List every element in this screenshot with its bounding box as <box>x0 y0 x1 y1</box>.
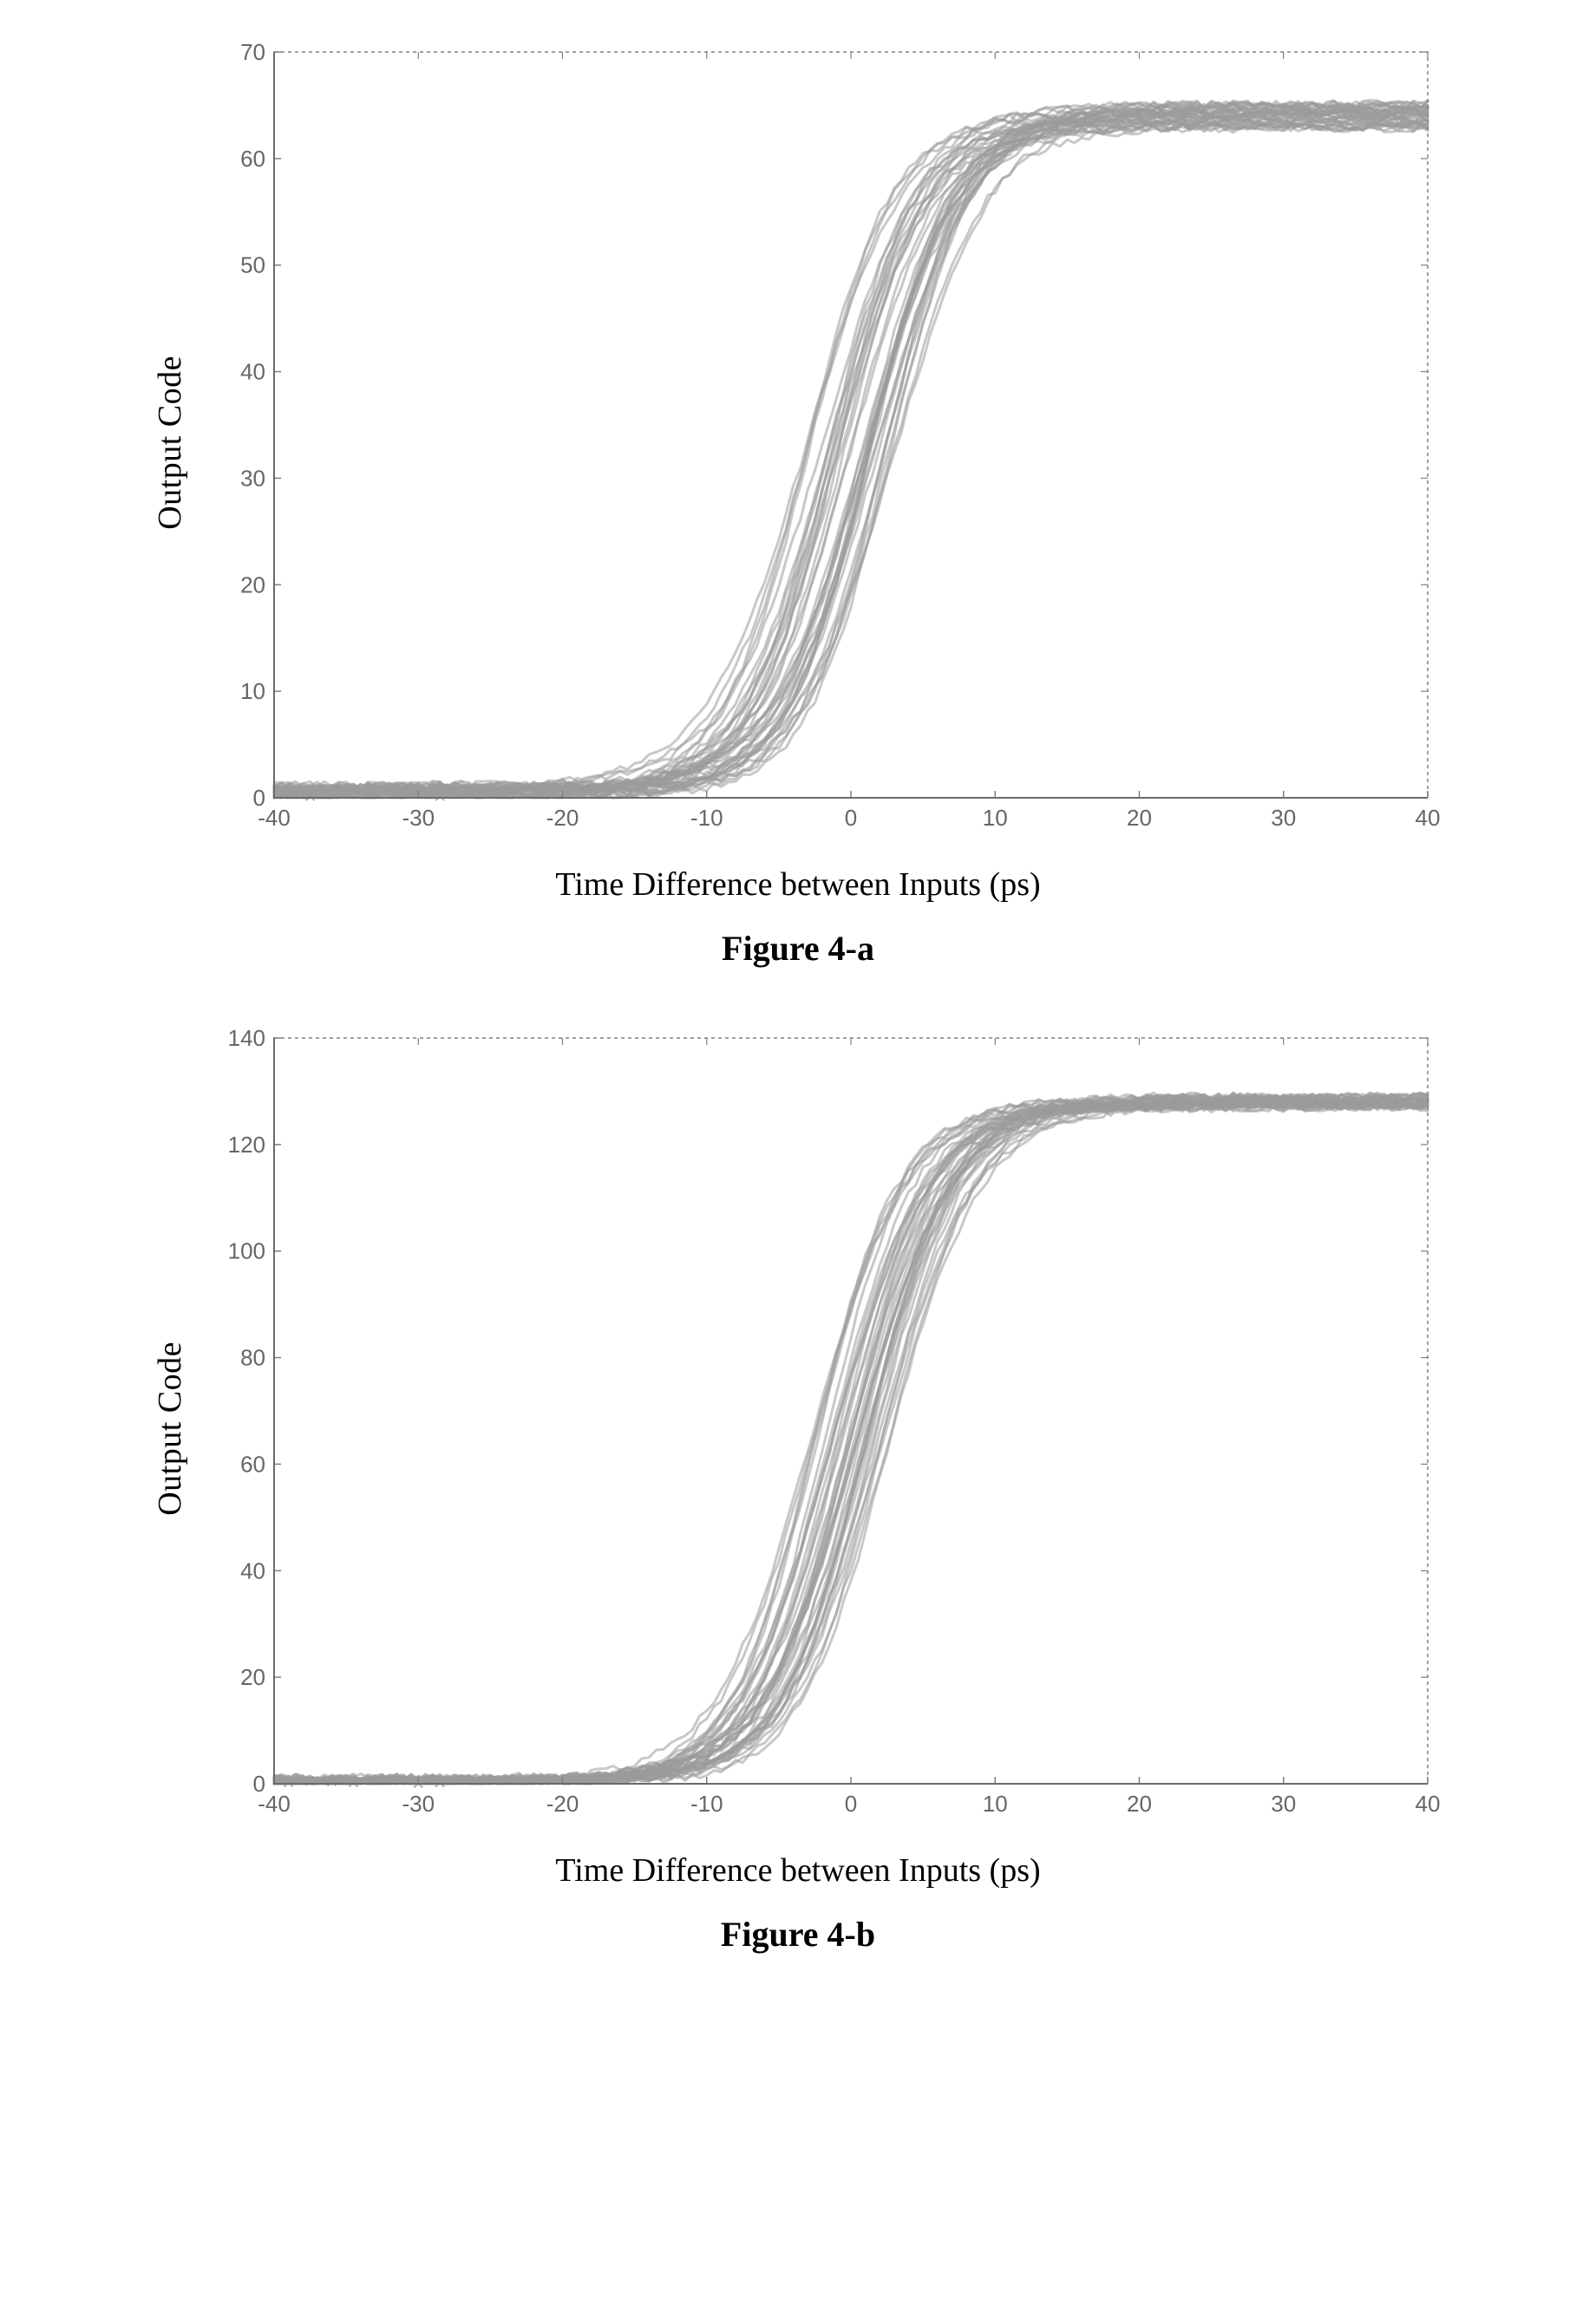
svg-text:-10: -10 <box>690 805 723 831</box>
panel-b: Output Code -40-30-20-100102030400204060… <box>52 1021 1544 1955</box>
panel-b-xlabel: Time Difference between Inputs (ps) <box>555 1851 1040 1890</box>
svg-text:30: 30 <box>1271 805 1296 831</box>
svg-text:20: 20 <box>240 1664 265 1690</box>
svg-text:10: 10 <box>983 1791 1008 1817</box>
svg-text:70: 70 <box>240 39 265 65</box>
svg-text:0: 0 <box>253 785 265 811</box>
curve <box>274 122 1428 792</box>
curve <box>274 124 1428 794</box>
curve <box>274 122 1428 798</box>
panel-a-xlabel: Time Difference between Inputs (ps) <box>555 865 1040 904</box>
svg-text:-20: -20 <box>546 805 579 831</box>
curve <box>274 118 1428 797</box>
svg-text:140: 140 <box>228 1025 265 1051</box>
svg-text:40: 40 <box>1416 805 1441 831</box>
panel-b-caption: Figure 4-b <box>721 1914 875 1955</box>
svg-text:30: 30 <box>240 465 265 491</box>
page: Output Code -40-30-20-100102030400102030… <box>0 0 1596 2324</box>
svg-text:40: 40 <box>240 359 265 385</box>
panel-b-ylabel: Output Code <box>151 1342 189 1516</box>
curve <box>274 122 1428 792</box>
curve <box>274 118 1428 795</box>
panel-a: Output Code -40-30-20-100102030400102030… <box>52 35 1544 969</box>
svg-text:40: 40 <box>240 1557 265 1583</box>
panel-a-plot-wrap: Output Code -40-30-20-100102030400102030… <box>151 35 1445 850</box>
svg-text:120: 120 <box>228 1132 265 1158</box>
curve <box>274 111 1428 797</box>
svg-text:20: 20 <box>1127 805 1152 831</box>
svg-text:60: 60 <box>240 1451 265 1477</box>
svg-text:50: 50 <box>240 252 265 278</box>
curve <box>274 122 1428 793</box>
svg-text:0: 0 <box>253 1771 265 1797</box>
curve <box>274 120 1428 798</box>
curve <box>274 1093 1428 1784</box>
panel-a-ylabel: Output Code <box>151 356 189 530</box>
svg-text:-10: -10 <box>690 1791 723 1817</box>
svg-text:-30: -30 <box>402 1791 435 1817</box>
panel-b-plot: -40-30-20-10010203040020406080100120140 <box>205 1021 1445 1836</box>
svg-text:10: 10 <box>983 805 1008 831</box>
curve <box>274 125 1428 794</box>
svg-text:80: 80 <box>240 1345 265 1371</box>
panel-b-plot-wrap: Output Code -40-30-20-100102030400204060… <box>151 1021 1445 1836</box>
svg-text:10: 10 <box>240 678 265 704</box>
curve <box>274 119 1428 794</box>
svg-text:30: 30 <box>1271 1791 1296 1817</box>
curve <box>274 124 1428 794</box>
svg-text:100: 100 <box>228 1238 265 1264</box>
svg-text:20: 20 <box>1127 1791 1152 1817</box>
svg-text:0: 0 <box>845 1791 857 1817</box>
svg-text:-20: -20 <box>546 1791 579 1817</box>
svg-text:60: 60 <box>240 146 265 172</box>
svg-text:0: 0 <box>845 805 857 831</box>
svg-text:-30: -30 <box>402 805 435 831</box>
curve <box>274 122 1428 793</box>
panel-a-plot: -40-30-20-10010203040010203040506070 <box>205 35 1445 850</box>
svg-text:20: 20 <box>240 571 265 597</box>
curve <box>274 115 1428 799</box>
svg-text:40: 40 <box>1416 1791 1441 1817</box>
panel-a-caption: Figure 4-a <box>722 928 874 969</box>
